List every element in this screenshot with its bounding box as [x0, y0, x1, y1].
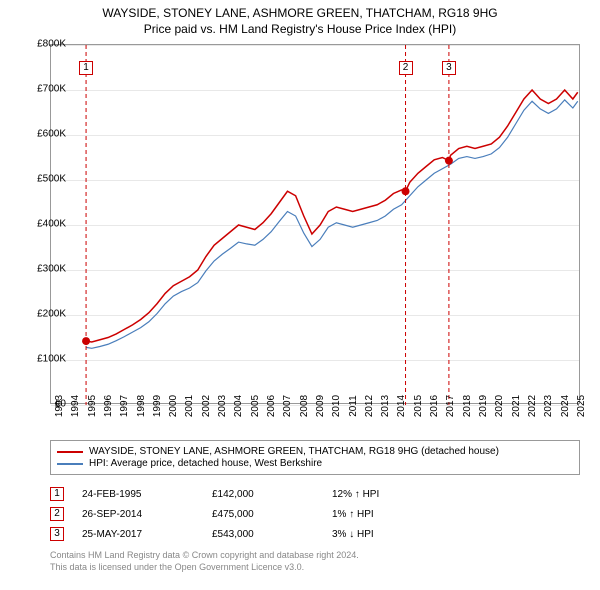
- sales-date: 25-MAY-2017: [82, 529, 212, 540]
- chart-plot-area: 1 2 3: [50, 44, 580, 404]
- x-tick-label: 2006: [266, 395, 277, 417]
- x-tick-label: 1993: [54, 395, 65, 417]
- x-tick-label: 2014: [396, 395, 407, 417]
- legend-label: WAYSIDE, STONEY LANE, ASHMORE GREEN, THA…: [89, 446, 499, 457]
- title-block: WAYSIDE, STONEY LANE, ASHMORE GREEN, THA…: [0, 0, 600, 40]
- sales-row: 3 25-MAY-2017£543,0003% ↓ HPI: [50, 524, 580, 544]
- sales-num-box: 1: [50, 487, 64, 501]
- x-tick-label: 2011: [348, 395, 359, 417]
- x-tick-label: 2012: [364, 395, 375, 417]
- sales-date: 26-SEP-2014: [82, 509, 212, 520]
- x-tick-label: 2002: [201, 395, 212, 417]
- x-tick-label: 2015: [413, 395, 424, 417]
- x-tick-label: 2005: [250, 395, 261, 417]
- x-tick-label: 2013: [380, 395, 391, 417]
- sale-marker-dot: [402, 187, 410, 195]
- sales-delta: 3% ↓ HPI: [332, 529, 452, 540]
- legend-swatch: [57, 451, 83, 453]
- legend-swatch: [57, 463, 83, 465]
- x-tick-label: 2019: [478, 395, 489, 417]
- x-tick-label: 2017: [445, 395, 456, 417]
- y-tick-label: £500K: [37, 174, 66, 185]
- sales-row: 1 24-FEB-1995£142,00012% ↑ HPI: [50, 484, 580, 504]
- sales-num-cell: 3: [50, 527, 82, 541]
- sale-marker-box: 1: [79, 61, 93, 75]
- series-line: [86, 100, 578, 348]
- x-tick-label: 2021: [511, 395, 522, 417]
- footer-line2: This data is licensed under the Open Gov…: [50, 562, 359, 574]
- address-title: WAYSIDE, STONEY LANE, ASHMORE GREEN, THA…: [0, 6, 600, 20]
- sales-delta: 12% ↑ HPI: [332, 489, 452, 500]
- sales-num-box: 2: [50, 507, 64, 521]
- x-tick-label: 1997: [119, 395, 130, 417]
- x-tick-label: 1994: [70, 395, 81, 417]
- x-tick-label: 1998: [136, 395, 147, 417]
- sales-row: 2 26-SEP-2014£475,0001% ↑ HPI: [50, 504, 580, 524]
- x-tick-label: 2007: [282, 395, 293, 417]
- x-tick-label: 1996: [103, 395, 114, 417]
- series-line: [86, 90, 578, 342]
- sales-num-box: 3: [50, 527, 64, 541]
- x-tick-label: 2009: [315, 395, 326, 417]
- footer-attribution: Contains HM Land Registry data © Crown c…: [50, 550, 359, 573]
- chart-container: WAYSIDE, STONEY LANE, ASHMORE GREEN, THA…: [0, 0, 600, 590]
- footer-line1: Contains HM Land Registry data © Crown c…: [50, 550, 359, 562]
- sales-price: £475,000: [212, 509, 332, 520]
- x-tick-label: 2003: [217, 395, 228, 417]
- y-tick-label: £600K: [37, 129, 66, 140]
- y-tick-label: £400K: [37, 219, 66, 230]
- y-tick-label: £100K: [37, 354, 66, 365]
- sale-marker-box: 2: [399, 61, 413, 75]
- x-tick-label: 2008: [299, 395, 310, 417]
- y-tick-label: £700K: [37, 84, 66, 95]
- legend-label: HPI: Average price, detached house, West…: [89, 458, 322, 469]
- sales-table: 1 24-FEB-1995£142,00012% ↑ HPI 2 26-SEP-201…: [50, 484, 580, 544]
- subtitle: Price paid vs. HM Land Registry's House …: [0, 22, 600, 36]
- x-tick-label: 2025: [576, 395, 587, 417]
- sales-num-cell: 2: [50, 507, 82, 521]
- x-tick-label: 1995: [87, 395, 98, 417]
- x-tick-label: 1999: [152, 395, 163, 417]
- x-tick-label: 2000: [168, 395, 179, 417]
- sale-marker-box: 3: [442, 61, 456, 75]
- sales-delta: 1% ↑ HPI: [332, 509, 452, 520]
- x-tick-label: 2018: [462, 395, 473, 417]
- sales-price: £543,000: [212, 529, 332, 540]
- chart-svg: [51, 45, 581, 405]
- sales-date: 24-FEB-1995: [82, 489, 212, 500]
- x-tick-label: 2020: [494, 395, 505, 417]
- x-tick-label: 2022: [527, 395, 538, 417]
- y-tick-label: £200K: [37, 309, 66, 320]
- x-tick-label: 2023: [543, 395, 554, 417]
- x-tick-label: 2024: [560, 395, 571, 417]
- legend-row: WAYSIDE, STONEY LANE, ASHMORE GREEN, THA…: [57, 446, 573, 457]
- x-tick-label: 2010: [331, 395, 342, 417]
- x-tick-label: 2016: [429, 395, 440, 417]
- legend-row: HPI: Average price, detached house, West…: [57, 458, 573, 469]
- x-tick-label: 2001: [184, 395, 195, 417]
- x-tick-label: 2004: [233, 395, 244, 417]
- sale-marker-dot: [82, 337, 90, 345]
- y-tick-label: £800K: [37, 39, 66, 50]
- y-tick-label: £300K: [37, 264, 66, 275]
- legend: WAYSIDE, STONEY LANE, ASHMORE GREEN, THA…: [50, 440, 580, 475]
- sale-marker-dot: [445, 157, 453, 165]
- sales-num-cell: 1: [50, 487, 82, 501]
- sales-price: £142,000: [212, 489, 332, 500]
